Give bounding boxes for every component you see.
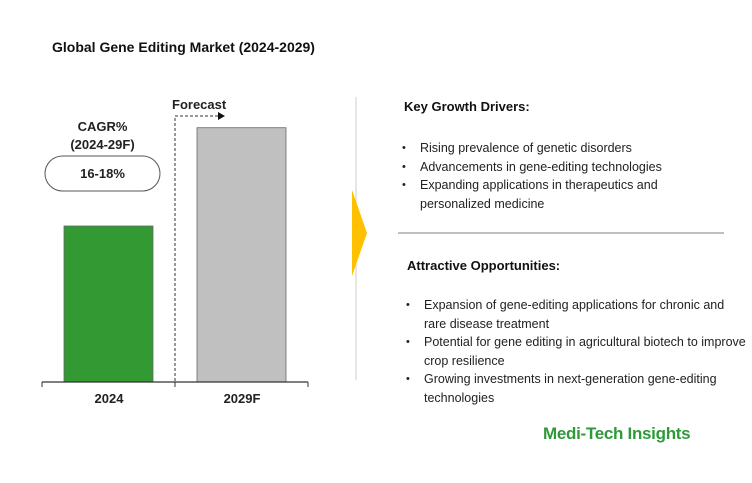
x-tick-label: 2029F xyxy=(223,391,261,406)
drivers-heading: Key Growth Drivers: xyxy=(404,99,530,114)
list-item: Expanding applications in therapeutics a… xyxy=(402,176,732,213)
chevron-right-icon xyxy=(352,190,367,276)
forecast-label: Forecast xyxy=(172,97,227,112)
x-tick-label: 2024 xyxy=(94,391,124,406)
chart-title: Global Gene Editing Market (2024-2029) xyxy=(52,39,315,55)
list-item: Advancements in gene-editing technologie… xyxy=(402,158,732,177)
cagr-label: CAGR% (2024-29F) xyxy=(45,118,160,154)
cagr-value: 16-18% xyxy=(80,166,125,181)
list-item: Expansion of gene-editing applications f… xyxy=(406,296,746,333)
cagr-label-line: (2024-29F) xyxy=(70,137,135,152)
forecast-divider xyxy=(174,115,218,381)
brand-logo: Medi-Tech Insights xyxy=(543,424,691,443)
list-item: Growing investments in next-generation g… xyxy=(406,370,746,407)
opportunities-list: Expansion of gene-editing applications f… xyxy=(406,296,746,407)
cagr-pill xyxy=(44,155,161,192)
list-item: Rising prevalence of genetic disorders xyxy=(402,139,732,158)
cagr-label-line: CAGR% xyxy=(77,119,128,134)
forecast-arrow-icon xyxy=(218,112,225,120)
bar-2024 xyxy=(63,225,154,383)
bar-2029F xyxy=(196,127,287,383)
drivers-list: Rising prevalence of genetic disorders A… xyxy=(402,139,732,213)
opportunities-heading: Attractive Opportunities: xyxy=(407,258,561,273)
list-item: Potential for gene editing in agricultur… xyxy=(406,333,746,370)
